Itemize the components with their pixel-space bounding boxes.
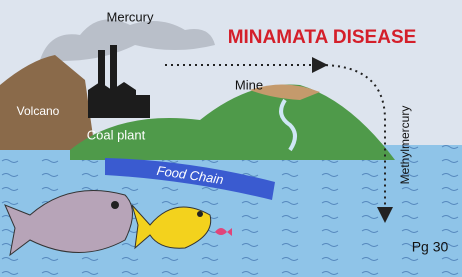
- title: MINAMATA DISEASE: [228, 27, 417, 48]
- mine-label: Mine: [235, 77, 263, 92]
- fish-eye: [111, 201, 119, 209]
- fish-eye: [197, 211, 203, 217]
- illustration: Food Chain Mercury MINAMATA DISEASE Mine…: [0, 0, 462, 277]
- methylmercury-label: Methylmercury: [398, 106, 412, 185]
- volcano-label: Volcano: [17, 104, 60, 118]
- coal-plant-label: Coal plant: [87, 127, 146, 142]
- mercury-label: Mercury: [107, 9, 154, 24]
- page-number: Pg 30: [412, 239, 449, 255]
